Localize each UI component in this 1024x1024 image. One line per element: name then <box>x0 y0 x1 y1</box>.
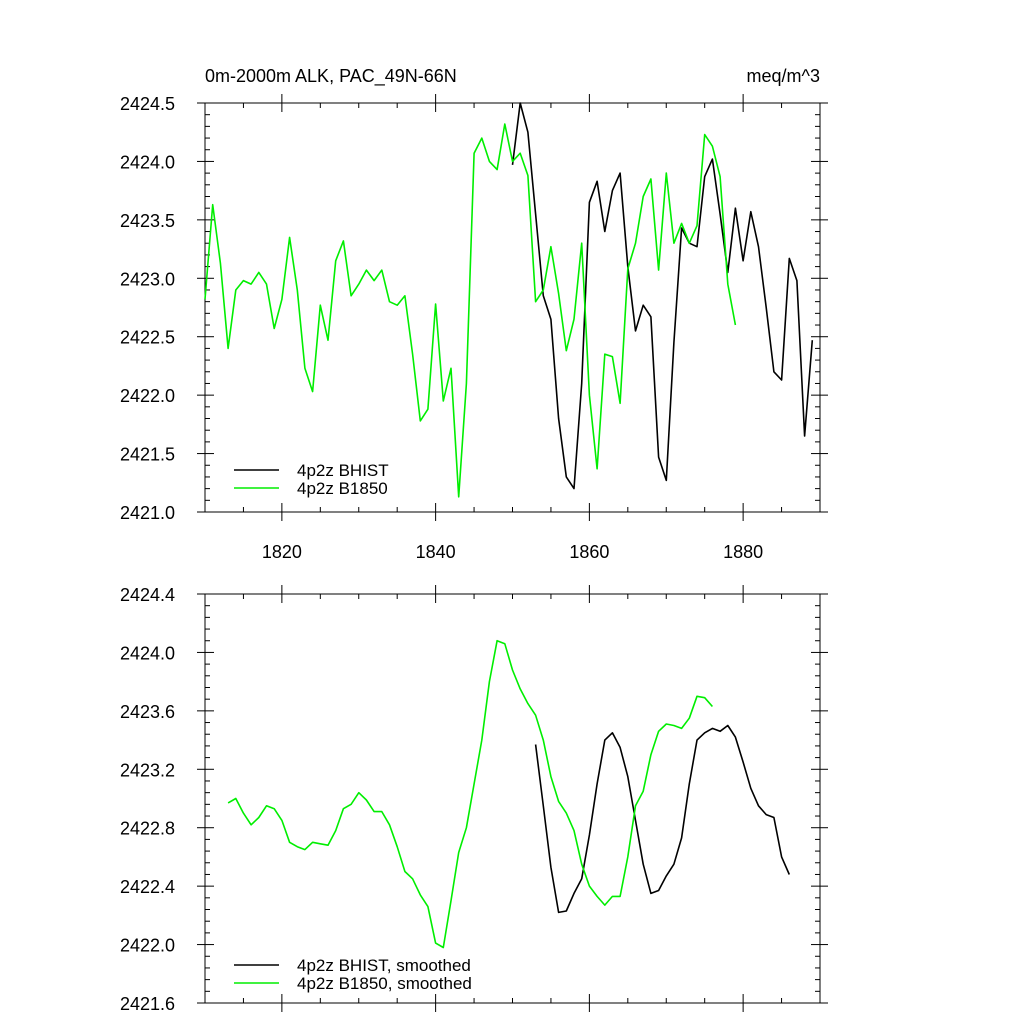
y-tick-label: 2422.5 <box>120 328 175 348</box>
y-tick-label: 2424.4 <box>120 585 175 605</box>
y-tick-label: 2421.6 <box>120 994 175 1014</box>
y-tick-label: 2421.0 <box>120 503 175 523</box>
top-panel-smoothed-off: 1820 1840 1860 1880 2421.0 2421.5 2422.0 2422.5… <box>120 66 828 562</box>
series-line-b1850 <box>227 639 714 949</box>
y-tick-label: 2423.2 <box>120 760 175 780</box>
y-tick-label: 2423.5 <box>120 211 175 231</box>
x-tick-label: 1880 <box>723 542 763 562</box>
series-line-bhist <box>511 102 814 490</box>
bottom-panel-smoothed: 2421.6 2422.0 2422.4 2422.8 2423.2 2423.6 2424… <box>120 585 828 1014</box>
y-tick-label: 2421.5 <box>120 445 175 465</box>
legend-label: 4p2z B1850 <box>297 479 388 498</box>
legend-label: 4p2z BHIST, smoothed <box>297 956 471 975</box>
units-label: meq/m^3 <box>747 66 820 86</box>
y-tick-label: 2424.0 <box>120 643 175 663</box>
x-tick-label: 1840 <box>416 542 456 562</box>
series-line-b1850 <box>204 123 737 498</box>
chart-title: 0m-2000m ALK, PAC_49N-66N <box>205 66 457 87</box>
y-tick-label: 2424.5 <box>120 94 175 114</box>
x-tick-label: 1860 <box>569 542 609 562</box>
y-tick-label: 2422.0 <box>120 936 175 956</box>
legend-label: 4p2z B1850, smoothed <box>297 974 472 993</box>
y-tick-label: 2424.0 <box>120 152 175 172</box>
legend-label: 4p2z BHIST <box>297 461 389 480</box>
series-line-bhist <box>534 724 791 914</box>
plot-frame <box>204 593 821 1004</box>
y-tick-label: 2423.6 <box>120 702 175 722</box>
y-tick-label: 2423.0 <box>120 269 175 289</box>
y-tick-label: 2422.4 <box>120 877 175 897</box>
x-tick-label: 1820 <box>262 542 302 562</box>
y-tick-label: 2422.0 <box>120 386 175 406</box>
y-tick-label: 2422.8 <box>120 819 175 839</box>
